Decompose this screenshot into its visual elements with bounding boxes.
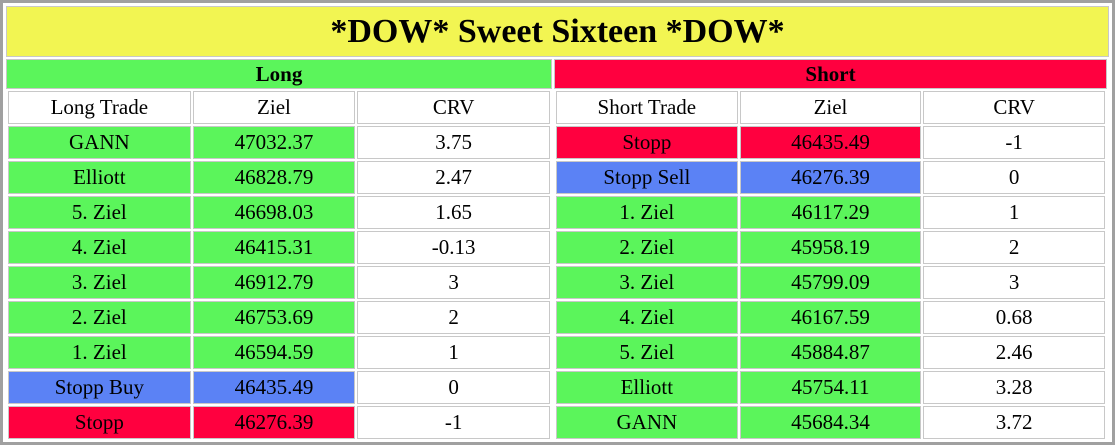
page-title: *DOW* Sweet Sixteen *DOW* xyxy=(6,6,1109,57)
short-column-headers: Short Trade Ziel CRV xyxy=(556,91,1105,124)
crv-value: 1 xyxy=(923,196,1105,229)
table-row: 1. Ziel 46594.59 1 xyxy=(8,336,550,369)
column-header-ziel: Ziel xyxy=(192,91,356,124)
trade-label: GANN xyxy=(556,406,738,439)
trade-label: Elliott xyxy=(556,371,738,404)
crv-value: 3 xyxy=(923,266,1105,299)
table-row: 2. Ziel 46753.69 2 xyxy=(8,301,550,334)
short-section: Short Short Trade Ziel CRV Stopp 46435.49… xyxy=(554,59,1107,439)
table-row: 2. Ziel 45958.19 2 xyxy=(556,231,1105,264)
crv-value: -0.13 xyxy=(357,231,550,264)
crv-value: 2.46 xyxy=(923,336,1105,369)
ziel-value: 46167.59 xyxy=(739,301,922,334)
ziel-value: 46828.79 xyxy=(192,161,356,194)
trade-label: 4. Ziel xyxy=(8,231,191,264)
trade-label: 5. Ziel xyxy=(8,196,191,229)
trade-label: 2. Ziel xyxy=(556,231,738,264)
table-row: 3. Ziel 45799.09 3 xyxy=(556,266,1105,299)
trade-label: 1. Ziel xyxy=(8,336,191,369)
table-row: Stopp 46435.49 -1 xyxy=(556,126,1105,159)
trade-label: Elliott xyxy=(8,161,191,194)
crv-value: 3.75 xyxy=(357,126,550,159)
ziel-value: 46117.29 xyxy=(739,196,922,229)
column-header-short-trade: Short Trade xyxy=(556,91,738,124)
ziel-value: 45958.19 xyxy=(739,231,922,264)
long-table: Long Trade Ziel CRV GANN 47032.37 3.75 Elli… xyxy=(6,89,552,441)
table-row: 3. Ziel 46912.79 3 xyxy=(8,266,550,299)
ziel-value: 46698.03 xyxy=(192,196,356,229)
short-header: Short xyxy=(554,59,1107,89)
trade-label: Stopp xyxy=(8,406,191,439)
table-row: GANN 45684.34 3.72 xyxy=(556,406,1105,439)
column-header-long-trade: Long Trade xyxy=(8,91,191,124)
crv-value: 3 xyxy=(357,266,550,299)
trade-label: 3. Ziel xyxy=(556,266,738,299)
table-row: Stopp Sell 46276.39 0 xyxy=(556,161,1105,194)
trade-label: GANN xyxy=(8,126,191,159)
crv-value: -1 xyxy=(357,406,550,439)
ziel-value: 46435.49 xyxy=(739,126,922,159)
ziel-value: 46594.59 xyxy=(192,336,356,369)
crv-value: -1 xyxy=(923,126,1105,159)
short-table: Short Trade Ziel CRV Stopp 46435.49 -1 Stop… xyxy=(554,89,1107,441)
table-row: 4. Ziel 46415.31 -0.13 xyxy=(8,231,550,264)
trade-label: 5. Ziel xyxy=(556,336,738,369)
column-header-crv: CRV xyxy=(923,91,1105,124)
ziel-value: 46753.69 xyxy=(192,301,356,334)
crv-value: 2.47 xyxy=(357,161,550,194)
trade-label: 2. Ziel xyxy=(8,301,191,334)
crv-value: 1.65 xyxy=(357,196,550,229)
ziel-value: 46415.31 xyxy=(192,231,356,264)
short-rows: Stopp 46435.49 -1 Stopp Sell 46276.39 0 1. Zie… xyxy=(556,126,1105,439)
trade-label: Stopp Sell xyxy=(556,161,738,194)
trade-label: Stopp xyxy=(556,126,738,159)
table-row: Elliott 45754.11 3.28 xyxy=(556,371,1105,404)
trade-label: 1. Ziel xyxy=(556,196,738,229)
ziel-value: 45799.09 xyxy=(739,266,922,299)
long-rows: GANN 47032.37 3.75 Elliott 46828.79 2.47 5. Zi… xyxy=(8,126,550,439)
table-row: 5. Ziel 45884.87 2.46 xyxy=(556,336,1105,369)
table-row: Stopp 46276.39 -1 xyxy=(8,406,550,439)
ziel-value: 45884.87 xyxy=(739,336,922,369)
column-header-ziel: Ziel xyxy=(739,91,922,124)
ziel-value: 46276.39 xyxy=(739,161,922,194)
crv-value: 1 xyxy=(357,336,550,369)
trade-label: Stopp Buy xyxy=(8,371,191,404)
ziel-value: 46276.39 xyxy=(192,406,356,439)
crv-value: 0 xyxy=(357,371,550,404)
crv-value: 0 xyxy=(923,161,1105,194)
crv-value: 0.68 xyxy=(923,301,1105,334)
long-column-headers: Long Trade Ziel CRV xyxy=(8,91,550,124)
trade-label: 4. Ziel xyxy=(556,301,738,334)
crv-value: 3.72 xyxy=(923,406,1105,439)
table-row: 1. Ziel 46117.29 1 xyxy=(556,196,1105,229)
ziel-value: 46912.79 xyxy=(192,266,356,299)
ziel-value: 45754.11 xyxy=(739,371,922,404)
table-row: 5. Ziel 46698.03 1.65 xyxy=(8,196,550,229)
ziel-value: 45684.34 xyxy=(739,406,922,439)
long-header: Long xyxy=(6,59,552,89)
crv-value: 2 xyxy=(357,301,550,334)
table-row: GANN 47032.37 3.75 xyxy=(8,126,550,159)
table-row: Stopp Buy 46435.49 0 xyxy=(8,371,550,404)
crv-value: 2 xyxy=(923,231,1105,264)
trade-label: 3. Ziel xyxy=(8,266,191,299)
column-header-crv: CRV xyxy=(357,91,550,124)
table-row: Elliott 46828.79 2.47 xyxy=(8,161,550,194)
ziel-value: 46435.49 xyxy=(192,371,356,404)
ziel-value: 47032.37 xyxy=(192,126,356,159)
table-row: 4. Ziel 46167.59 0.68 xyxy=(556,301,1105,334)
long-section: Long Long Trade Ziel CRV GANN 47032.37 3.7… xyxy=(6,59,552,439)
crv-value: 3.28 xyxy=(923,371,1105,404)
